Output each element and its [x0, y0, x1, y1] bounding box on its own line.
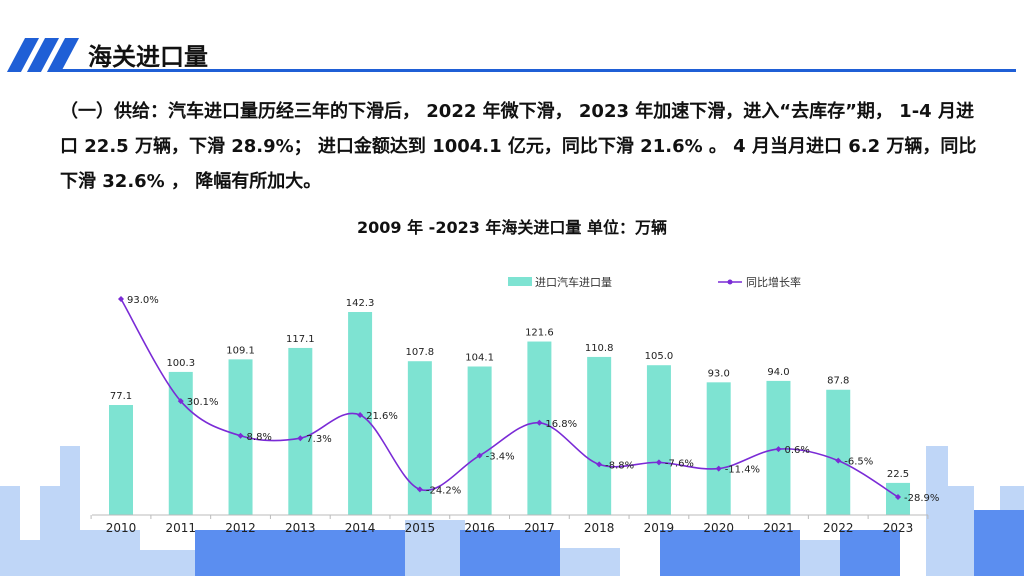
page-title: 海关进口量	[88, 43, 208, 71]
bar-2010	[109, 405, 133, 515]
growth-rate-point	[835, 457, 842, 464]
bar-value-label: 109.1	[226, 345, 255, 356]
growth-rate-points: 93.0% 30.1% 8.8% 7.3% 21.6% -24.2% -3.4% 16.8% -…	[118, 295, 939, 504]
header: 海关进口量	[0, 0, 1024, 80]
bar-value-label: 117.1	[286, 334, 315, 345]
skyline-block	[80, 530, 140, 576]
bar-value-label: 87.8	[827, 376, 849, 387]
legend-line-label: 同比增长率	[746, 275, 801, 289]
bar-2018	[587, 356, 612, 515]
bar-2019	[646, 365, 671, 515]
bar-value-label: 104.1	[465, 352, 494, 363]
x-tick-label: 2019	[644, 521, 675, 535]
x-tick-label: 2013	[285, 521, 316, 535]
growth-rate-point	[237, 432, 244, 439]
growth-rate-label: -11.4%	[725, 465, 760, 476]
skyline-block	[40, 486, 60, 576]
growth-rate-label: 8.8%	[247, 432, 272, 443]
growth-rate-point	[416, 486, 423, 493]
bar-value-label: 121.6	[525, 328, 554, 339]
x-tick-label: 2020	[703, 521, 734, 535]
legend: 进口汽车进口量 同比增长率	[508, 275, 801, 289]
growth-rate-point	[895, 494, 902, 500]
summary-paragraph: （一）供给：汽车进口量历经三年的下滑后， 2022 年微下滑， 2023 年加速…	[60, 101, 977, 192]
x-tick-label: 2012	[225, 521, 256, 535]
skyline-block	[460, 530, 560, 576]
growth-rate-point	[596, 461, 603, 468]
growth-rate-label: -8.8%	[605, 460, 634, 471]
growth-rate-label: -28.9%	[904, 493, 939, 504]
x-tick-label: 2014	[345, 521, 376, 535]
bar-value-label: 94.0	[767, 367, 789, 378]
growth-rate-point	[715, 465, 722, 472]
bar-value-label: 105.0	[645, 351, 674, 362]
growth-rate-point	[775, 446, 782, 453]
growth-rate-point	[118, 296, 124, 302]
bar-value-label: 142.3	[346, 298, 375, 309]
bar-series	[109, 312, 911, 515]
bar-2016	[467, 366, 492, 515]
growth-rate-label: 7.3%	[306, 434, 331, 445]
x-tick-label: 2023	[883, 521, 914, 535]
x-tick-group: 2010 2011 2012 2013 2014 2015 2016 2017 2018 2019…	[90, 515, 929, 535]
import-volume-chart: 77.1 100.3 109.1 117.1 142.3 107.8 104.1 121.6 1…	[90, 275, 939, 535]
growth-rate-label: 30.1%	[187, 397, 219, 408]
growth-rate-point	[357, 411, 364, 418]
bar-2011	[168, 371, 193, 515]
skyline-block	[140, 550, 200, 576]
skyline-block	[1000, 486, 1024, 510]
skyline-block	[0, 486, 20, 576]
x-tick-label: 2022	[823, 521, 854, 535]
skyline-block	[948, 486, 974, 576]
bar-value-label: 107.8	[406, 347, 435, 358]
x-tick-label: 2010	[106, 521, 137, 535]
skyline-block	[840, 530, 900, 576]
bar-value-label: 100.3	[166, 358, 195, 369]
skyline-block	[20, 540, 40, 576]
x-tick-label: 2016	[464, 521, 495, 535]
legend-bar-label: 进口汽车进口量	[535, 275, 612, 289]
bar-label-group: 77.1 100.3 109.1 117.1 142.3 107.8 104.1 121.6 1…	[110, 298, 909, 480]
growth-rate-point	[476, 452, 483, 459]
x-tick-label: 2018	[584, 521, 615, 535]
growth-rate-label: -7.6%	[665, 458, 694, 469]
skyline-block	[974, 510, 1024, 576]
growth-rate-label: -3.4%	[486, 452, 515, 463]
bar-value-label: 110.8	[585, 343, 614, 354]
growth-rate-label: 21.6%	[366, 411, 398, 422]
x-tick-label: 2021	[763, 521, 794, 535]
x-tick-label: 2011	[165, 521, 196, 535]
growth-rate-point	[177, 398, 184, 405]
bar-value-label: 22.5	[887, 469, 909, 480]
legend-line-marker	[727, 279, 733, 285]
skyline-block	[560, 548, 620, 576]
bar-value-label: 77.1	[110, 391, 132, 402]
growth-rate-label: 93.0%	[127, 295, 159, 306]
x-tick-label: 2015	[405, 521, 436, 535]
growth-rate-label: -24.2%	[426, 485, 461, 496]
skyline-block	[60, 446, 80, 576]
bar-value-label: 93.0	[708, 368, 730, 379]
skyline-block	[926, 446, 948, 576]
skyline-block	[195, 530, 405, 576]
growth-rate-label: -6.5%	[844, 457, 873, 468]
growth-rate-point	[655, 459, 662, 466]
growth-rate-point	[536, 419, 543, 426]
x-tick-label: 2017	[524, 521, 555, 535]
skyline-block	[800, 540, 840, 576]
growth-rate-point	[297, 435, 304, 442]
title-underline	[56, 69, 1016, 72]
skyline-block	[660, 530, 800, 576]
bar-2022	[826, 389, 851, 515]
bar-2020	[706, 382, 731, 515]
growth-rate-label: 0.6%	[784, 445, 809, 456]
growth-rate-label: 16.8%	[545, 419, 577, 430]
chart-title: 2009 年 -2023 年海关进口量 单位：万辆	[357, 218, 667, 237]
bar-2017	[527, 341, 552, 515]
skyline-block	[405, 520, 465, 576]
bar-2013	[288, 347, 313, 515]
legend-bar-swatch	[508, 277, 532, 286]
